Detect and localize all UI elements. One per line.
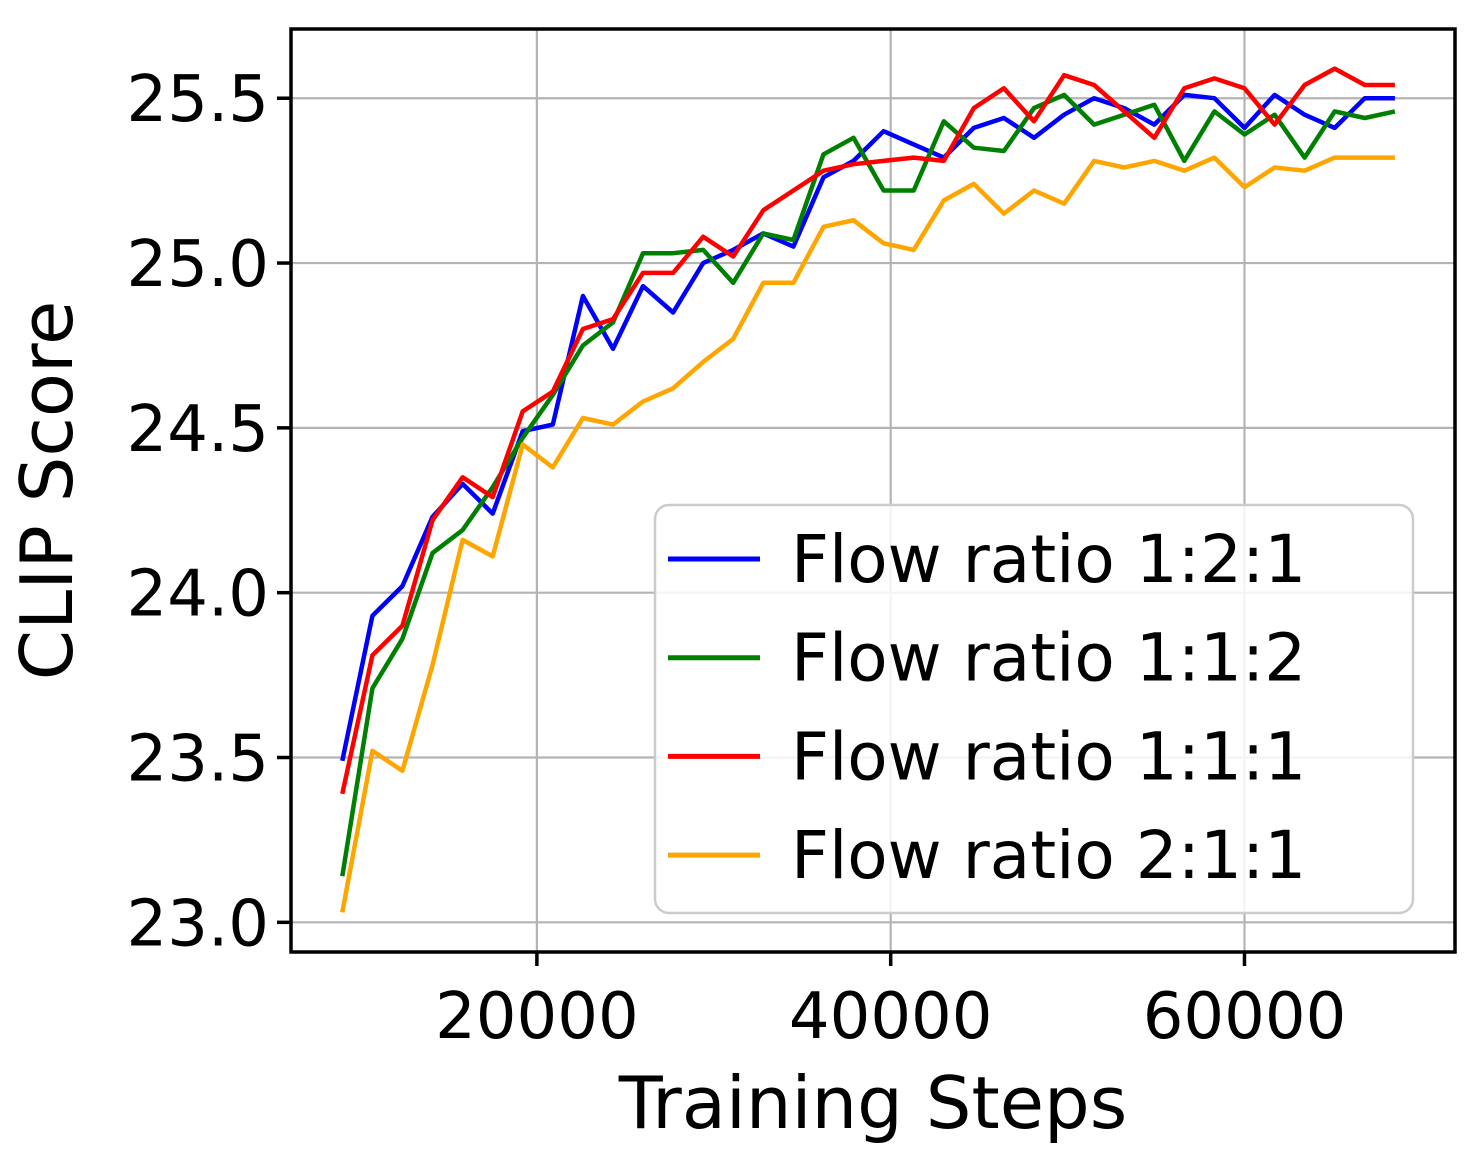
legend: Flow ratio 1:2:1 Flow ratio 1:1:2 Flow rat… xyxy=(653,503,1415,915)
series-line-flow-ratio-1-1-1 xyxy=(340,66,1395,795)
y-tick-label: 25.0 xyxy=(127,228,270,302)
legend-label: Flow ratio 2:1:1 xyxy=(791,817,1306,894)
x-axis-label: Training Steps xyxy=(618,1061,1127,1145)
series-line-flow-ratio-2-1-1 xyxy=(340,155,1395,913)
plot-border xyxy=(289,27,1457,954)
legend-box xyxy=(653,503,1415,915)
legend-entry-flow-ratio-1-2-1: Flow ratio 1:2:1 xyxy=(668,521,1306,598)
y-tick-label: 25.5 xyxy=(127,63,270,137)
legend-entry-flow-ratio-2-1-1: Flow ratio 2:1:1 xyxy=(668,817,1306,894)
legend-label: Flow ratio 1:1:2 xyxy=(791,620,1306,697)
legend-label: Flow ratio 1:2:1 xyxy=(791,521,1306,598)
x-tick-label: 20000 xyxy=(435,980,639,1054)
axis-ticks: 23.0 23.5 24.0 24.5 25.0 25.5 20000 40000 60000 xyxy=(127,63,1347,1054)
x-tick-label: 60000 xyxy=(1143,980,1347,1054)
legend-label: Flow ratio 1:1:1 xyxy=(791,718,1306,795)
legend-entry-flow-ratio-1-1-2: Flow ratio 1:1:2 xyxy=(668,620,1306,697)
series-lines xyxy=(340,66,1396,913)
y-tick-label: 24.0 xyxy=(127,558,270,632)
y-tick-label: 24.5 xyxy=(127,393,270,467)
y-tick-label: 23.0 xyxy=(127,887,270,961)
legend-entry-flow-ratio-1-1-1: Flow ratio 1:1:1 xyxy=(668,718,1306,795)
y-tick-label: 23.5 xyxy=(127,723,270,797)
grid xyxy=(291,29,1455,952)
x-tick-label: 40000 xyxy=(789,980,993,1054)
y-axis-label: CLIP Score xyxy=(5,301,89,681)
